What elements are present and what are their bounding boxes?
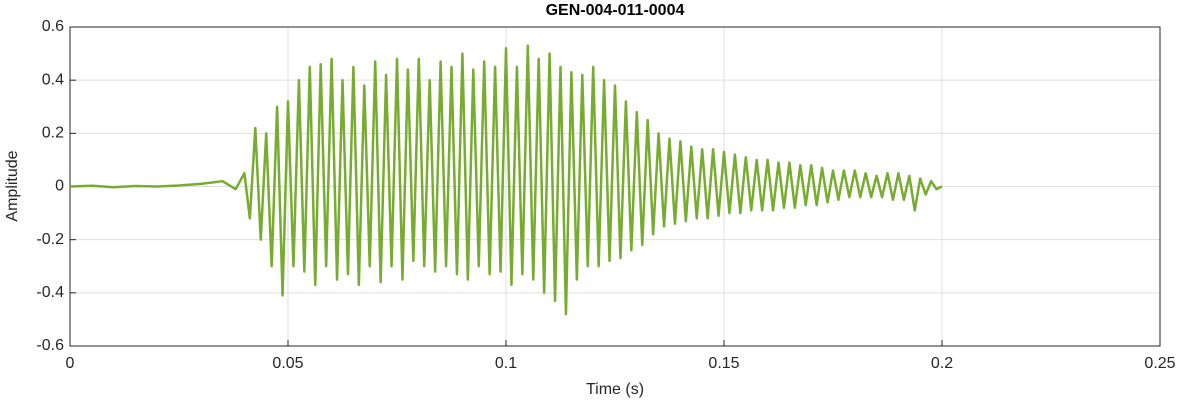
x-tick-label: 0.15 bbox=[708, 355, 739, 372]
x-axis-label: Time (s) bbox=[586, 381, 644, 398]
y-tick-label: 0.6 bbox=[42, 18, 64, 35]
y-tick-label: 0.4 bbox=[42, 71, 64, 88]
x-tick-label: 0.1 bbox=[495, 355, 517, 372]
y-axis-label: Amplitude bbox=[4, 150, 21, 221]
y-tick-label: -0.6 bbox=[36, 337, 64, 354]
x-tick-label: 0 bbox=[66, 355, 75, 372]
y-tick-label: -0.4 bbox=[36, 284, 64, 301]
x-tick-label: 0.25 bbox=[1144, 355, 1175, 372]
chart-title: GEN-004-011-0004 bbox=[546, 2, 685, 19]
x-tick-label: 0.2 bbox=[931, 355, 953, 372]
y-tick-label: 0.2 bbox=[42, 125, 64, 142]
y-tick-label: 0 bbox=[55, 178, 64, 195]
y-tick-label: -0.2 bbox=[36, 231, 64, 248]
waveform-line bbox=[69, 44, 943, 316]
x-tick-label: 0.05 bbox=[272, 355, 303, 372]
